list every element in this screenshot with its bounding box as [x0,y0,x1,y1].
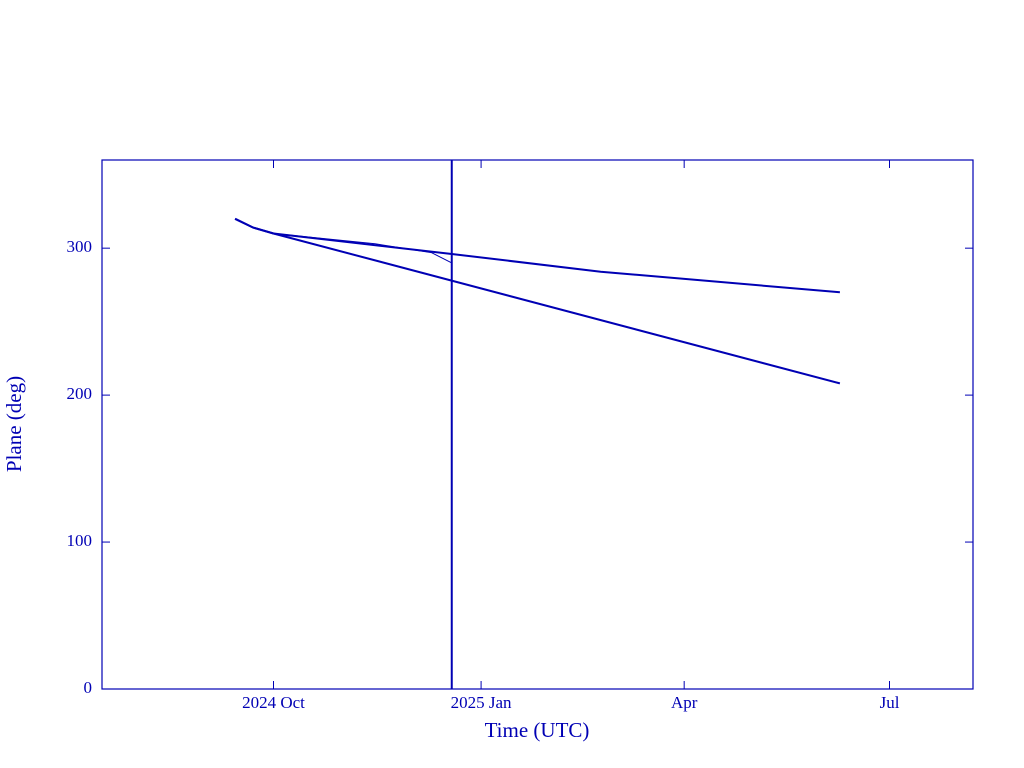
data-line [234,217,841,385]
data-line [273,233,453,264]
y-tick-label: 200 [67,384,93,403]
y-axis-label: Plane (deg) [2,376,26,472]
x-tick-label: 2025 Jan [451,693,512,712]
plot-frame [101,159,974,690]
data-line [234,217,840,294]
x-axis-label: Time (UTC) [485,718,590,742]
x-tick-label: Jul [880,693,900,712]
y-tick-label: 100 [67,531,93,550]
x-tick-label: 2024 Oct [242,693,305,712]
y-tick-label: 300 [67,237,93,256]
x-tick-label: Apr [671,693,698,712]
y-tick-label: 0 [84,678,93,697]
